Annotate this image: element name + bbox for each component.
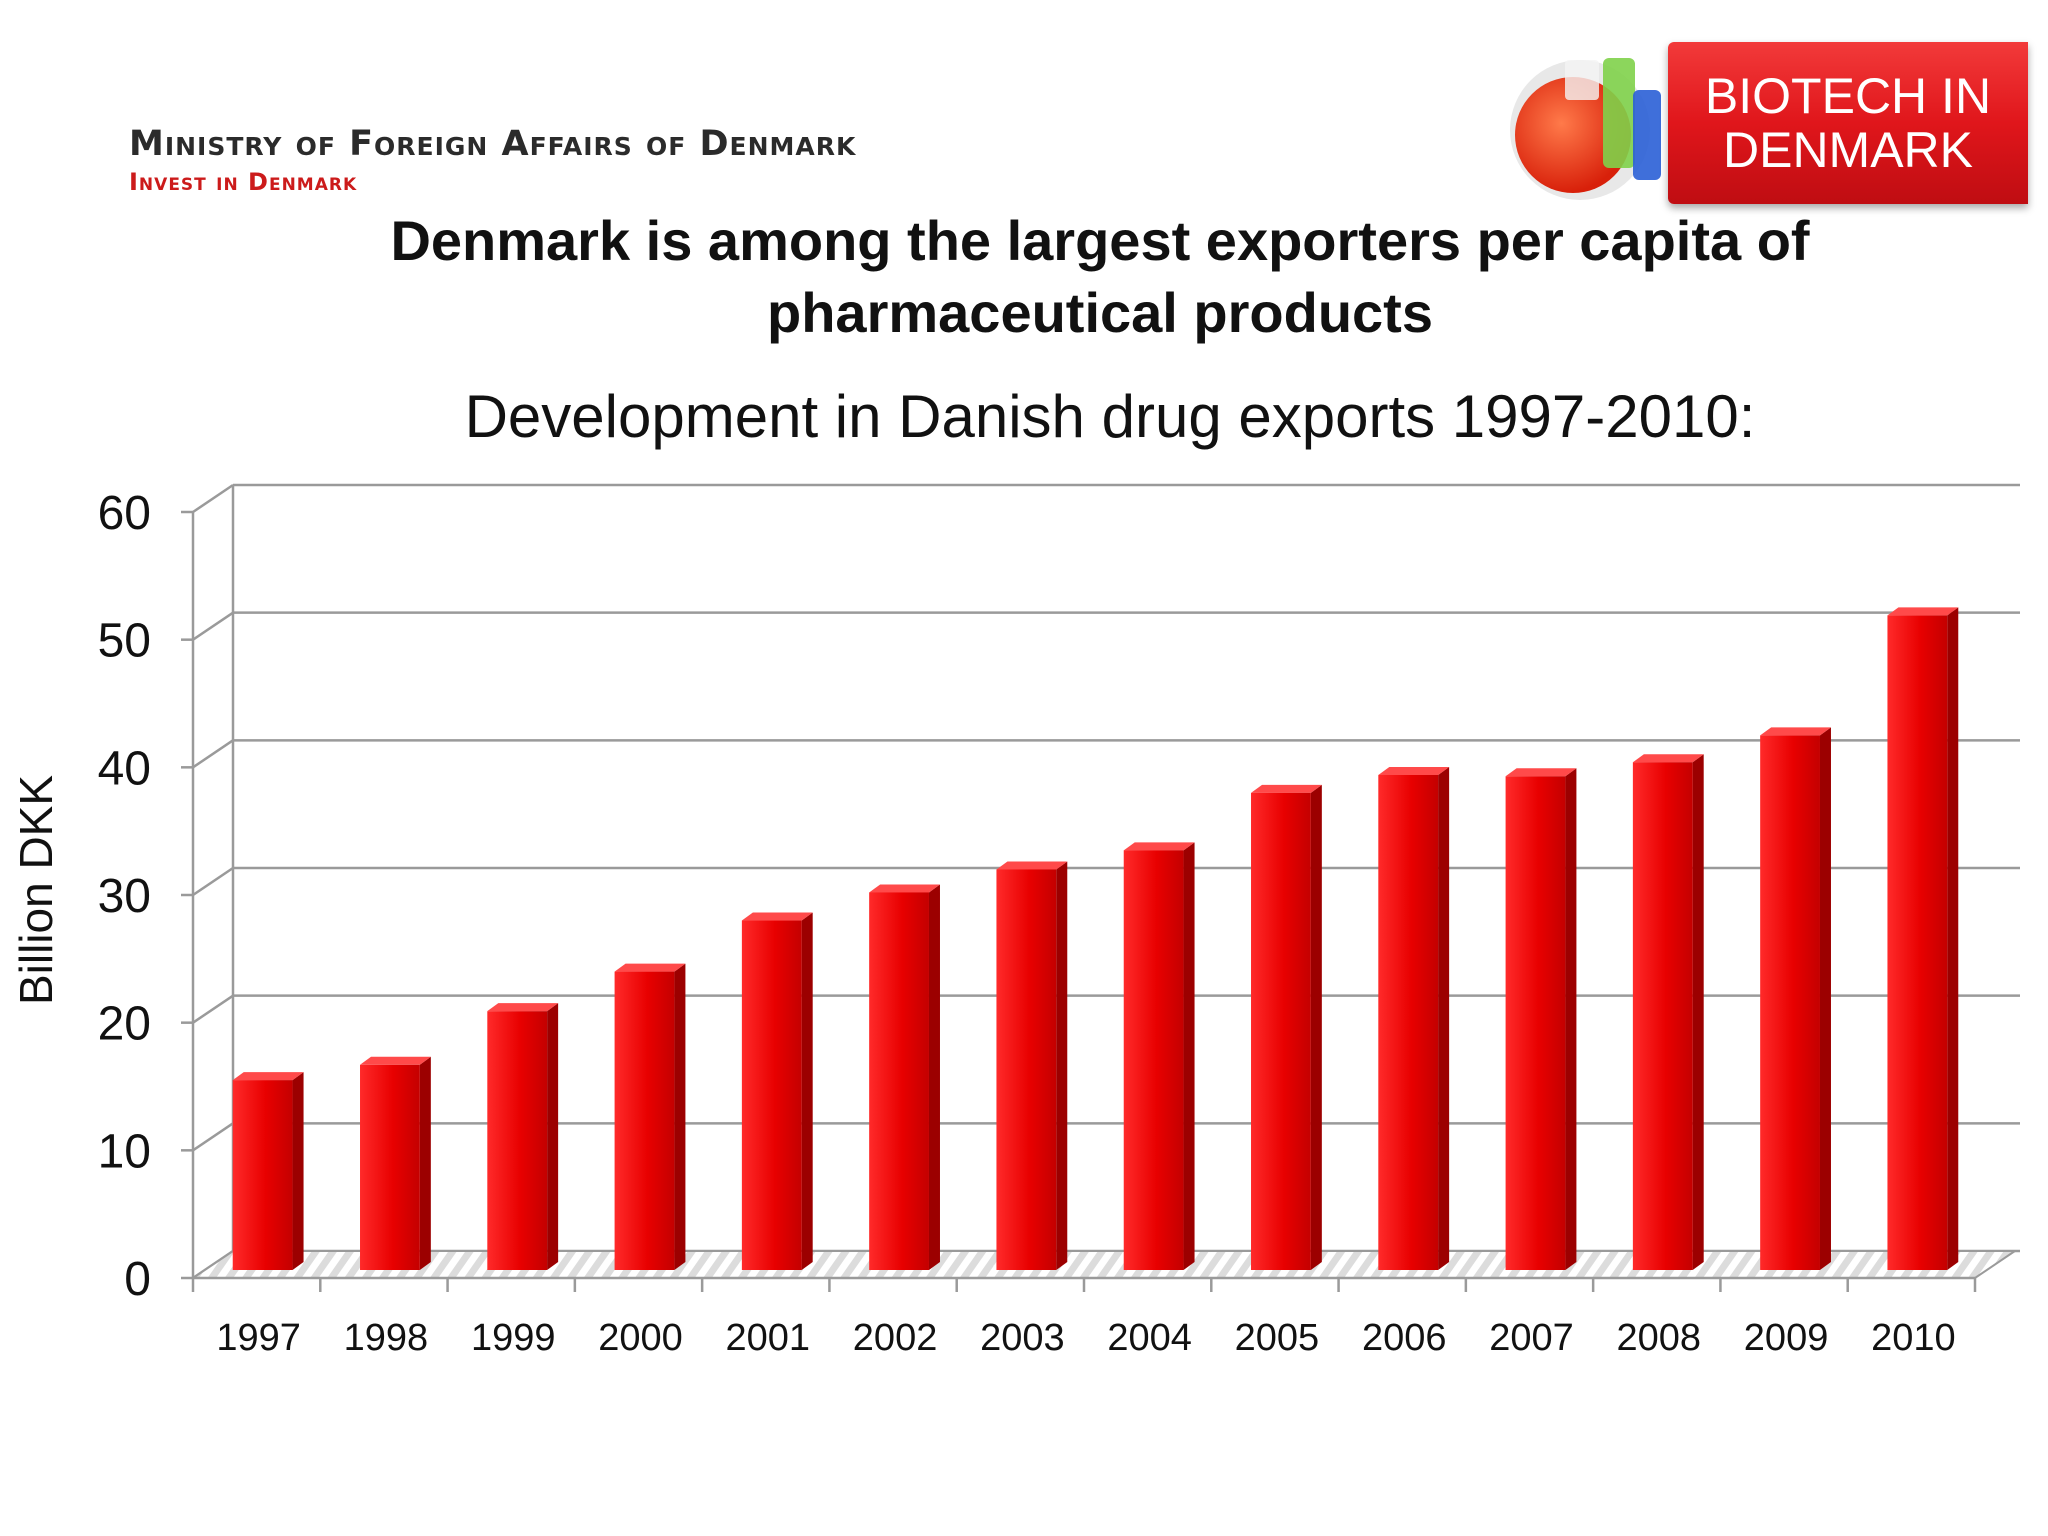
y-tick-label: 10 (98, 1125, 151, 1178)
lab-flasks-icon (1510, 58, 1661, 200)
bar (614, 963, 686, 1270)
chart-floor (189, 1250, 2019, 1279)
bar-top (360, 1056, 431, 1065)
bar (232, 1072, 304, 1270)
x-tick-label: 2000 (598, 1317, 683, 1359)
bar-side (1692, 754, 1704, 1270)
x-tick-label: 2005 (1235, 1317, 1320, 1359)
bar-side (292, 1072, 304, 1270)
x-tick-label: 1997 (216, 1317, 301, 1359)
bar-top (1378, 766, 1450, 775)
bar-front (996, 869, 1057, 1270)
bar-front (1123, 850, 1184, 1270)
y-tick-label: 0 (124, 1253, 151, 1306)
bar-top (232, 1072, 304, 1081)
bar-side (1310, 784, 1322, 1270)
bar (869, 884, 940, 1270)
gridline-depth (192, 483, 234, 514)
y-tick-label: 50 (98, 615, 151, 668)
bar-top (869, 884, 940, 893)
bar-top (996, 861, 1068, 870)
bar-side (1947, 607, 1959, 1270)
bar-side (801, 912, 813, 1270)
bar-top (614, 963, 686, 972)
bar (1123, 842, 1195, 1270)
x-tick-label: 2001 (726, 1317, 811, 1359)
bar (1251, 784, 1322, 1270)
gridline-depth (192, 739, 234, 769)
bar-front (614, 971, 675, 1270)
bar-top (1251, 784, 1322, 793)
x-tick-label: 2004 (1107, 1317, 1192, 1359)
bar-top (1505, 768, 1577, 777)
y-tick-label: 60 (98, 487, 151, 540)
y-axis-label: Billion DKK (10, 775, 62, 1005)
bar-front (487, 1011, 548, 1270)
bar (487, 1003, 559, 1270)
bar-front (1887, 615, 1948, 1270)
badge-line-2: DENMARK (1722, 122, 1974, 178)
bar-front (232, 1080, 293, 1270)
bar (1505, 768, 1577, 1270)
bar-top (1760, 727, 1831, 736)
x-tick-label: 2008 (1617, 1317, 1702, 1359)
bar (1887, 607, 1959, 1270)
bar-side (1819, 727, 1831, 1270)
bar-side (674, 963, 686, 1270)
gridline-depth (192, 866, 234, 897)
bar-top (487, 1003, 559, 1012)
chart-title: Development in Danish drug exports 1997-… (464, 383, 1756, 450)
x-tick-label: 2006 (1362, 1317, 1447, 1359)
bar-side (419, 1056, 431, 1270)
bar-top (1632, 754, 1704, 763)
bar (1378, 766, 1450, 1270)
bar-top (1123, 842, 1195, 851)
bar-side (1565, 768, 1577, 1270)
y-tick-label: 40 (98, 742, 151, 795)
gridline-depth (192, 994, 234, 1024)
bar-front (1251, 792, 1311, 1270)
gridline-depth (192, 1122, 234, 1152)
gridline-depth (192, 611, 234, 641)
bar-side (1056, 861, 1068, 1270)
bar (1760, 727, 1831, 1270)
bar-side (547, 1003, 559, 1270)
ministry-logo-text: Ministry of Foreign Affairs of Denmark (129, 124, 857, 164)
x-tick-label: 2007 (1489, 1317, 1574, 1359)
bar-front (1760, 735, 1820, 1270)
y-tick-label: 20 (98, 998, 151, 1051)
y-tick-label: 30 (98, 870, 151, 923)
biotech-badge: BIOTECH IN DENMARK (1668, 42, 2028, 204)
x-tick-label: 2010 (1871, 1317, 1956, 1359)
bar-front (869, 892, 929, 1270)
x-tick-label: 2003 (980, 1317, 1065, 1359)
bar-front (1378, 774, 1439, 1270)
x-tick-label: 1999 (471, 1317, 556, 1359)
bar (360, 1056, 431, 1270)
bar-top (1887, 607, 1959, 616)
x-tick-label: 1998 (344, 1317, 429, 1359)
x-tick-label: 2002 (853, 1317, 938, 1359)
bar-front (360, 1064, 420, 1270)
bar (996, 861, 1068, 1270)
bar-side (1183, 842, 1195, 1270)
bar-side (1438, 766, 1450, 1270)
bar-side (928, 884, 940, 1270)
bar (1632, 754, 1704, 1270)
bar-top (741, 912, 813, 921)
bar-front (1505, 776, 1566, 1270)
invest-in-denmark-text: Invest in Denmark (129, 168, 358, 196)
bar (741, 912, 813, 1270)
x-tick-label: 2009 (1744, 1317, 1829, 1359)
bar-front (741, 920, 802, 1270)
bar-front (1632, 762, 1693, 1270)
badge-line-1: BIOTECH IN (1704, 68, 1992, 124)
slide-title: Denmark is among the largest exporters p… (390, 209, 1810, 344)
